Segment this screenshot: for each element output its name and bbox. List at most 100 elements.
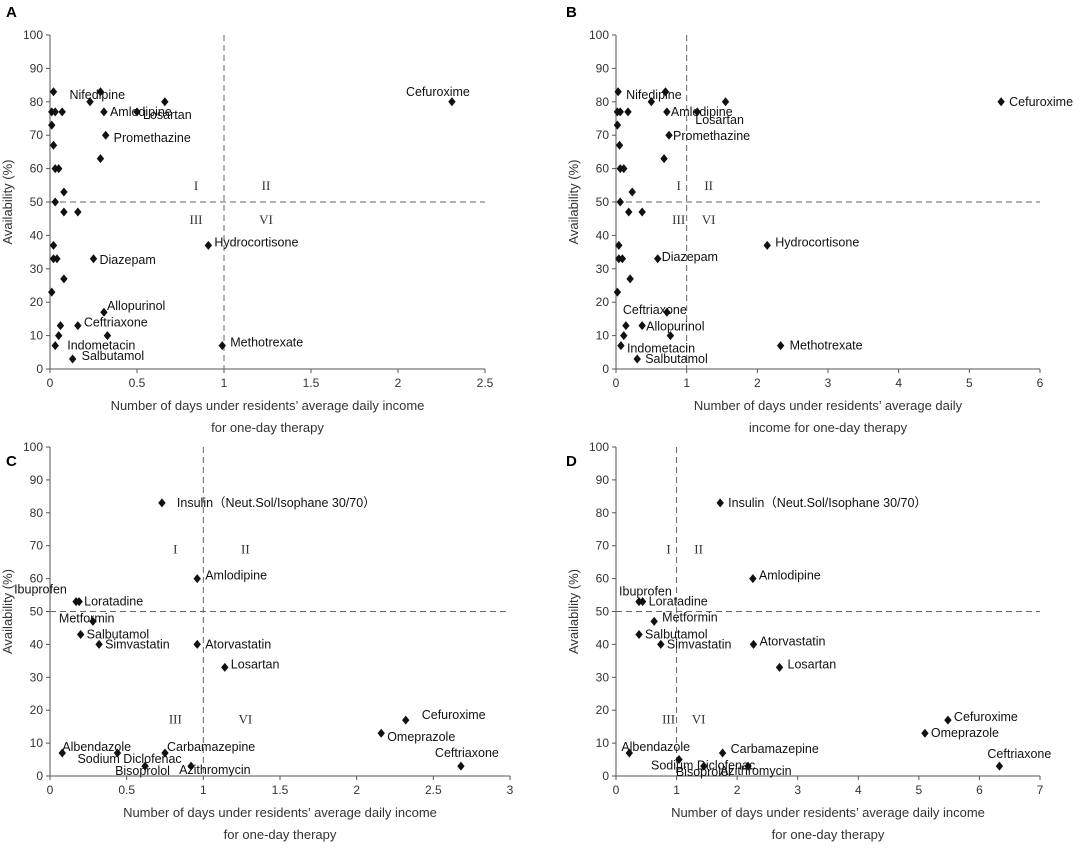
y-tick-label: 0 (602, 362, 609, 376)
data-point-ceftriaxone (995, 761, 1004, 771)
data-point-cefuroxime (402, 715, 410, 725)
data-point (60, 187, 68, 197)
y-tick-label: 10 (596, 736, 610, 750)
y-tick-label: 90 (596, 61, 610, 75)
data-point-sodium-diclofenac (113, 748, 122, 758)
x-tick-label: 3 (794, 783, 801, 797)
y-tick-label: 60 (596, 162, 610, 176)
data-point-amlodipine (749, 574, 757, 584)
y-tick-label: 80 (30, 95, 44, 109)
data-point (615, 140, 624, 150)
point-label-atorvastatin: Atorvastatin (759, 634, 825, 648)
point-label-metformin: Metformin (662, 610, 718, 624)
data-point-indometacin (617, 341, 625, 351)
y-tick-label: 70 (30, 128, 44, 142)
data-point (638, 207, 646, 217)
y-tick-label: 20 (596, 295, 610, 309)
point-label-methotrexate: Methotrexate (230, 336, 303, 350)
x-tick-label: 4 (855, 783, 862, 797)
x-tick-label: 0 (613, 376, 620, 390)
point-label-amlodipine: Amlodipine (671, 105, 733, 119)
data-point-ceftriaxone (663, 307, 671, 317)
x-axis-title-line: Number of days under residents’ average … (123, 805, 437, 820)
data-point (613, 287, 622, 297)
data-point (625, 207, 633, 217)
data-point (58, 107, 66, 117)
point-label-salbutamol: Salbutamol (87, 628, 150, 642)
x-tick-label: 3 (825, 376, 832, 390)
data-point-bisoprolol (141, 761, 149, 771)
y-tick-label: 50 (596, 195, 610, 209)
point-label-losartan: Losartan (695, 113, 744, 127)
point-label-ceftriaxone: Ceftriaxone (987, 747, 1051, 761)
data-point (55, 331, 63, 341)
point-label-promethazine: Promethazine (673, 129, 750, 143)
data-point-azithromycin (187, 761, 195, 771)
quadrant-label-iii: III (190, 212, 203, 227)
point-label-bisoprolol: Bisoprolol (115, 764, 170, 778)
quadrant-label-iii: III (662, 712, 675, 727)
x-tick-label: 0 (613, 783, 620, 797)
data-point (666, 331, 675, 341)
y-tick-label: 40 (596, 637, 610, 651)
x-tick-label: 6 (1037, 376, 1044, 390)
y-tick-label: 30 (30, 262, 44, 276)
y-tick-label: 10 (30, 736, 44, 750)
data-point-cefuroxime (944, 715, 952, 725)
x-tick-label: 2 (734, 783, 741, 797)
point-label-losartan: Losartan (788, 657, 837, 671)
quadrant-label-ii: II (262, 178, 271, 193)
point-label-cefuroxime: Cefuroxime (954, 710, 1018, 724)
quadrant-label-vi: VI (702, 212, 716, 227)
quadrant-label-i: I (194, 178, 198, 193)
point-label-carbamazepine: Carbamazepine (731, 742, 819, 756)
y-tick-label: 20 (596, 703, 610, 717)
data-point-methotrexate (776, 341, 785, 351)
data-point-atorvastatin (193, 639, 201, 649)
data-point (51, 197, 59, 207)
data-point-allopurinol (638, 321, 646, 331)
x-tick-label: 1 (683, 376, 690, 390)
data-point (624, 107, 632, 117)
point-label-methotrexate: Methotrexate (790, 339, 863, 353)
data-point (49, 240, 58, 250)
panel-letter: D (566, 453, 577, 470)
data-point-omeprazole (921, 728, 929, 738)
y-tick-label: 30 (596, 670, 610, 684)
data-point (161, 97, 169, 107)
y-tick-label: 50 (30, 605, 44, 619)
data-point-nifedipine (49, 87, 58, 97)
y-tick-label: 40 (30, 637, 44, 651)
data-point (96, 154, 105, 164)
y-tick-label: 60 (30, 572, 44, 586)
point-label-losartan: Losartan (231, 657, 280, 671)
x-axis-title-line: income for one-day therapy (749, 420, 908, 435)
data-point-losartan (133, 107, 141, 117)
point-label-insulin-neut-sol-isophane-30-70: Insulin（Neut.Sol/Isophane 30/70） (177, 496, 376, 510)
point-label-atorvastatin: Atorvastatin (205, 637, 271, 651)
point-label-losartan: Losartan (143, 108, 192, 122)
point-label-diazepam: Diazepam (662, 250, 718, 264)
x-axis-title-line: Number of days under residents’ average … (694, 398, 963, 413)
x-tick-label: 2 (754, 376, 761, 390)
x-axis-title-line: Number of days under residents’ average … (111, 398, 425, 413)
data-point-metformin (89, 616, 97, 626)
point-label-insulin-neut-sol-isophane-30-70: Insulin（Neut.Sol/Isophane 30/70） (728, 496, 927, 510)
data-point-nifedipine (614, 87, 622, 97)
point-label-salbutamol: Salbutamol (82, 349, 145, 363)
y-axis-title: Availability (%) (566, 569, 581, 654)
point-label-albendazole: Albendazole (62, 740, 131, 754)
data-point (613, 120, 622, 130)
data-point-diazepam (89, 254, 98, 264)
y-tick-label: 90 (30, 473, 44, 487)
data-point-diazepam (653, 254, 662, 264)
y-tick-label: 0 (36, 769, 43, 783)
quadrant-label-vi: VI (692, 712, 706, 727)
data-point (48, 287, 56, 297)
y-tick-label: 20 (30, 703, 44, 717)
data-point (620, 164, 628, 174)
y-axis-title: Availability (%) (0, 159, 15, 244)
point-label-ceftriaxone: Ceftriaxone (84, 316, 148, 330)
